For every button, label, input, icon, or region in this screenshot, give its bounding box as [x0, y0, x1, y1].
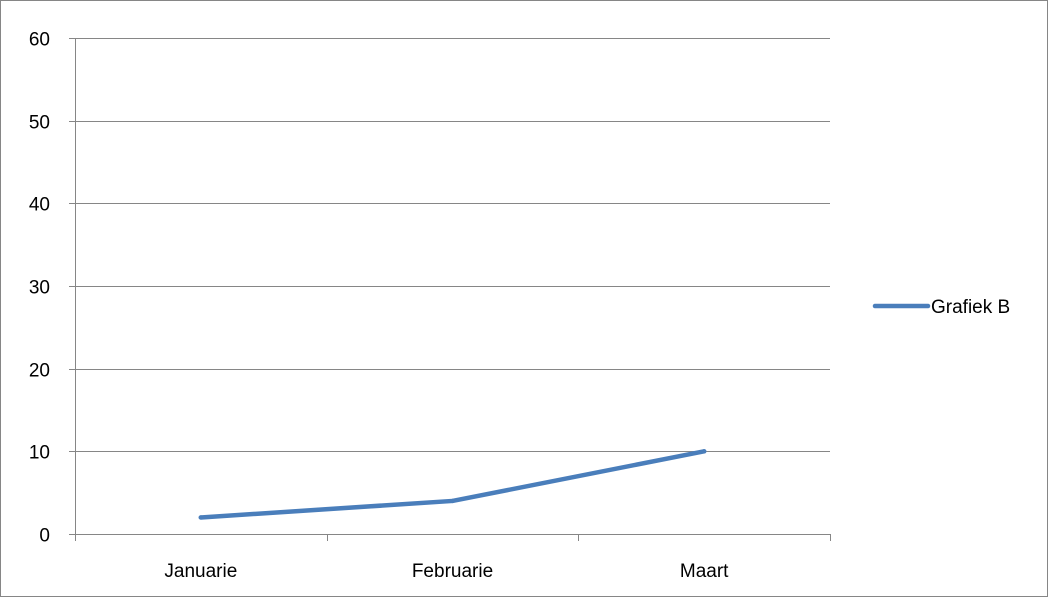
y-tick-label: 10: [29, 443, 50, 464]
legend: Grafiek B: [872, 297, 1010, 318]
y-tick-label: 20: [29, 361, 50, 382]
data-point: [701, 449, 707, 454]
axes: [69, 38, 831, 541]
x-tick-label: Februarie: [412, 561, 493, 582]
y-tick-label: 30: [29, 278, 50, 299]
series-line: [198, 449, 707, 520]
y-tick-label: 40: [29, 195, 50, 216]
gridlines: [75, 38, 830, 452]
series-lines: [198, 449, 707, 520]
data-point: [450, 498, 455, 504]
y-tick-label: 50: [29, 113, 50, 134]
x-tick-label: Januarie: [164, 561, 237, 582]
x-axis-tick-labels: Januarie Februarie Maart: [164, 561, 729, 582]
x-tick-label: Maart: [680, 561, 729, 582]
y-tick-label: 60: [29, 30, 50, 51]
y-axis-tick-labels: 0 10 20 30 40 50 60: [29, 30, 50, 547]
legend-label: Grafiek B: [931, 297, 1010, 318]
y-tick-label: 0: [39, 526, 50, 547]
data-point: [198, 515, 204, 520]
